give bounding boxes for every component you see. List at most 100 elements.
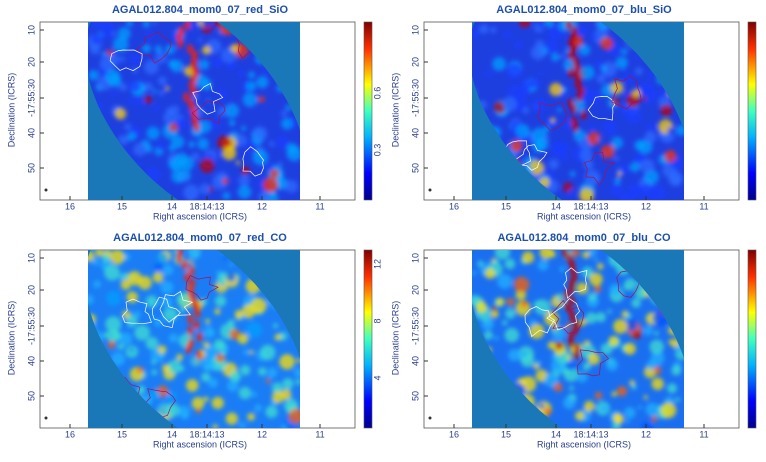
y-axis-label: Declination (ICRS)	[390, 301, 400, 376]
map-blob	[198, 59, 210, 70]
map-blob	[559, 53, 566, 59]
map-blob	[226, 60, 236, 71]
map-blob	[563, 396, 576, 410]
x-tick-label: 11	[315, 429, 324, 439]
map-blob	[134, 324, 150, 341]
filament	[573, 350, 580, 360]
map-blob	[547, 25, 563, 41]
map-blob	[285, 180, 298, 193]
map-blob	[514, 40, 523, 49]
map-blob	[515, 124, 530, 138]
map-blob	[624, 278, 637, 291]
map-blob	[134, 96, 144, 107]
colorbar-tick-label: 8	[372, 318, 382, 323]
map-blob	[522, 78, 534, 89]
colorbar-tick-label: 0.6	[372, 87, 382, 100]
x-axis-label: Right ascension (ICRS)	[153, 211, 247, 221]
map-blob	[551, 53, 560, 62]
map-blob	[506, 63, 523, 79]
contour	[524, 306, 555, 338]
map-blob	[579, 148, 593, 162]
map-blob	[651, 377, 664, 391]
map-blob	[611, 391, 617, 397]
map-blob	[216, 270, 222, 276]
map-blob	[101, 254, 111, 263]
map-blob	[204, 345, 218, 358]
y-tick-label: 20	[26, 57, 36, 67]
map-blob	[203, 341, 210, 349]
map-blob	[650, 185, 666, 200]
map-blob	[123, 253, 131, 261]
map-blob	[551, 326, 566, 341]
filament	[571, 326, 578, 336]
map-blob	[201, 45, 212, 55]
map-blob	[258, 367, 267, 376]
map-blob	[653, 366, 662, 375]
map-blob	[158, 90, 165, 96]
colorbar	[363, 249, 373, 429]
filament	[567, 50, 574, 60]
filament	[580, 110, 587, 120]
map-blob	[582, 362, 591, 371]
map-blob	[616, 386, 628, 397]
map-blob	[664, 150, 677, 163]
filament	[193, 320, 200, 330]
map-blob	[549, 82, 563, 97]
map-blob	[643, 325, 653, 336]
map-blob	[153, 104, 160, 111]
map-blob	[217, 135, 232, 150]
map-blob	[93, 280, 101, 289]
map-blob	[122, 310, 131, 319]
map-blob	[286, 145, 300, 162]
map-blob	[145, 336, 159, 350]
map-blob	[583, 400, 595, 412]
map-blob	[675, 397, 680, 403]
map-blob	[476, 302, 487, 313]
contour	[145, 388, 176, 419]
filament	[187, 326, 194, 336]
map-blob	[201, 372, 211, 382]
x-tick-label: 12	[641, 429, 651, 439]
map-blob	[600, 343, 613, 355]
map-blob	[239, 364, 251, 376]
beam	[44, 188, 48, 192]
map-blob	[245, 81, 257, 92]
map-blob	[205, 318, 211, 324]
map-blob	[178, 365, 185, 372]
map-blob	[229, 329, 241, 340]
map-blob	[623, 406, 636, 419]
panel-title: AGAL012.804_mom0_07_red_CO	[113, 232, 287, 244]
y-tick-label: 50	[410, 163, 420, 173]
map-blob	[504, 258, 516, 270]
filament	[562, 250, 569, 258]
map-blob	[229, 371, 241, 383]
contour	[552, 299, 584, 334]
panel: AGAL012.804_mom0_07_blu_SiO 10 20 -17:55:30…	[390, 4, 757, 221]
x-tick-label: 12	[641, 201, 651, 211]
map-blob	[491, 305, 497, 312]
map-blob	[168, 59, 177, 69]
map-blob	[215, 295, 227, 307]
map-blob	[133, 142, 147, 156]
map-blob	[238, 386, 252, 400]
map-blob	[623, 73, 634, 84]
map-blob	[241, 166, 250, 175]
y-tick-label: 40	[410, 356, 420, 366]
map-blob	[191, 397, 205, 410]
x-tick-label: 18:14:13	[573, 201, 608, 211]
filament	[567, 68, 574, 78]
map-blob	[229, 102, 234, 107]
map-blob	[211, 396, 224, 410]
map-blob	[281, 117, 293, 130]
map-blob	[544, 407, 552, 416]
map-blob	[621, 68, 627, 73]
map-blob	[494, 250, 511, 260]
filament	[564, 302, 571, 312]
x-tick-label: 18:14:13	[189, 201, 224, 211]
map-blob	[495, 297, 505, 307]
map-blob	[590, 33, 597, 40]
map-blob	[600, 144, 615, 159]
map-blob	[217, 89, 228, 99]
x-tick-label: 15	[501, 201, 511, 211]
panel-title: AGAL012.804_mom0_07_blu_CO	[497, 232, 670, 244]
